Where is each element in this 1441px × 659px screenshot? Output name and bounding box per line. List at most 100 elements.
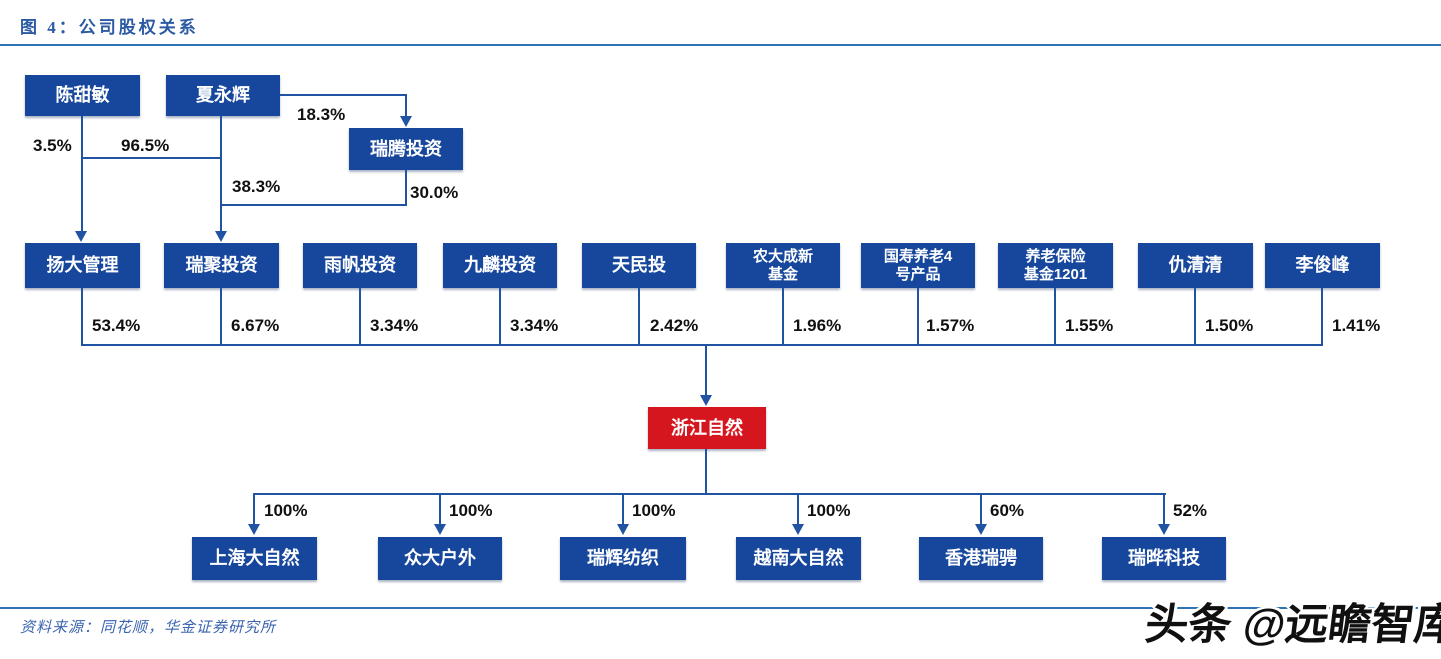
node-label: 九麟投资 xyxy=(464,255,536,276)
connector-38-3-30-0 xyxy=(220,204,407,206)
node-guoshou-pension-4: 国寿养老4 号产品 xyxy=(861,243,975,288)
node-label: 夏永辉 xyxy=(196,85,250,106)
node-zhejiang-nature: 浙江自然 xyxy=(648,407,766,449)
node-label: 养老保险 基金1201 xyxy=(1023,248,1088,283)
pct-li: 1.41% xyxy=(1332,316,1381,335)
pct-qiu: 1.50% xyxy=(1205,316,1254,335)
node-label: 浙江自然 xyxy=(671,417,743,438)
pct-zhongda: 100% xyxy=(449,501,493,520)
node-label: 陈甜敏 xyxy=(55,85,110,106)
arrowhead-into-vietnam xyxy=(792,524,804,535)
node-label: 天民投 xyxy=(612,255,666,276)
drop-pension1201 xyxy=(1054,288,1056,344)
pct-vietnam: 100% xyxy=(807,501,851,520)
node-label: 瑞辉纺织 xyxy=(587,548,659,569)
arrowhead-into-ruiju xyxy=(215,231,227,242)
drop-zhongda xyxy=(439,495,441,524)
pct-nongda: 1.96% xyxy=(793,316,842,335)
node-ruiju-investment: 瑞聚投资 xyxy=(164,243,279,288)
drop-ruiye xyxy=(1163,495,1165,524)
arrowhead-into-ruihui xyxy=(617,524,629,535)
node-label: 瑞腾投资 xyxy=(370,138,442,159)
node-xia-yonghui: 夏永辉 xyxy=(166,75,280,116)
pct-yangda: 53.4% xyxy=(92,316,141,335)
node-label: 瑞聚投资 xyxy=(185,255,258,276)
edge-pct-xia-ruiteng: 18.3% xyxy=(297,105,346,124)
connector-company-to-subs xyxy=(705,449,707,493)
drop-guoshou xyxy=(917,288,919,344)
node-label: 众大户外 xyxy=(404,548,476,569)
drop-yangda xyxy=(81,288,83,344)
source-note: 资料来源：同花顺，华金证券研究所 xyxy=(20,620,277,636)
connector-ruiteng-out xyxy=(405,170,407,206)
figure-title: 图 4：公司股权关系 xyxy=(20,18,199,37)
pct-yufan: 3.34% xyxy=(370,316,419,335)
node-label: 香港瑞骋 xyxy=(945,548,1017,569)
drop-nongda xyxy=(782,288,784,344)
watermark: 头条 @远瞻智库 xyxy=(1142,601,1441,649)
node-shanghai-danature: 上海大自然 xyxy=(192,537,317,580)
drop-ruiju xyxy=(220,288,222,344)
node-ruihui-textile: 瑞辉纺织 xyxy=(560,537,686,580)
node-label: 雨帆投资 xyxy=(324,255,396,276)
node-label: 仇清清 xyxy=(1168,255,1223,276)
node-hongkong-ruicheng: 香港瑞骋 xyxy=(919,537,1043,580)
title-rule xyxy=(0,44,1441,46)
node-chen-tianmin: 陈甜敏 xyxy=(25,75,140,116)
drop-jiulin xyxy=(499,288,501,344)
connector-96-5 xyxy=(81,157,222,159)
node-label: 扬大管理 xyxy=(46,255,119,276)
arrowhead-into-ruiye xyxy=(1158,524,1170,535)
node-label: 上海大自然 xyxy=(209,548,300,569)
drop-qiu xyxy=(1194,288,1196,344)
pct-shanghai: 100% xyxy=(264,501,308,520)
node-jiulin-investment: 九麟投资 xyxy=(443,243,557,288)
pct-ruiye: 52% xyxy=(1173,501,1208,520)
node-qiu-qingqing: 仇清清 xyxy=(1138,243,1253,288)
node-ruiye-technology: 瑞晔科技 xyxy=(1102,537,1226,580)
arrowhead-into-ruiteng xyxy=(400,116,412,127)
node-yangda-management: 扬大管理 xyxy=(25,243,140,288)
pct-hongkong: 60% xyxy=(990,501,1025,520)
drop-ruihui xyxy=(622,495,624,524)
drop-tianmintou xyxy=(638,288,640,344)
drop-li xyxy=(1321,288,1323,344)
node-pension-fund-1201: 养老保险 基金1201 xyxy=(998,243,1113,288)
node-vietnam-danature: 越南大自然 xyxy=(736,537,861,580)
node-label: 农大成新 基金 xyxy=(752,248,813,283)
node-ruiteng-investment: 瑞腾投资 xyxy=(349,128,463,170)
node-zhongda-outdoor: 众大户外 xyxy=(378,537,502,580)
edge-pct-xia-yangda: 96.5% xyxy=(121,136,170,155)
pct-jiulin: 3.34% xyxy=(510,316,559,335)
drop-yufan xyxy=(359,288,361,344)
connector-ruiteng-in xyxy=(405,94,407,116)
footer-rule xyxy=(0,607,1441,609)
arrowhead-into-shanghai xyxy=(248,524,260,535)
node-nongda-chengxin-fund: 农大成新 基金 xyxy=(726,243,840,288)
node-label: 越南大自然 xyxy=(753,548,844,569)
node-label: 李俊峰 xyxy=(1295,255,1350,276)
pct-pension1201: 1.55% xyxy=(1065,316,1114,335)
edge-pct-chen-yangda: 3.5% xyxy=(33,136,72,155)
node-label: 国寿养老4 号产品 xyxy=(883,248,953,283)
edge-pct-ruiteng-ruiju: 30.0% xyxy=(410,183,459,202)
drop-vietnam xyxy=(797,495,799,524)
arrowhead-into-zhongda xyxy=(434,524,446,535)
drop-hongkong xyxy=(980,495,982,524)
edge-pct-xia-ruiju: 38.3% xyxy=(232,177,281,196)
pct-tianmintou: 2.42% xyxy=(650,316,699,335)
node-label: 瑞晔科技 xyxy=(1128,548,1200,569)
connector-xia-to-ruiteng xyxy=(280,94,407,96)
arrowhead-into-hongkong xyxy=(975,524,987,535)
drop-shanghai xyxy=(253,495,255,524)
pct-ruiju: 6.67% xyxy=(231,316,280,335)
arrowhead-into-yangda xyxy=(75,231,87,242)
node-yufan-investment: 雨帆投资 xyxy=(303,243,417,288)
node-tianmintou: 天民投 xyxy=(582,243,696,288)
shareholder-bus-line xyxy=(81,344,1323,346)
pct-guoshou: 1.57% xyxy=(926,316,975,335)
connector-chen-down xyxy=(81,116,83,232)
connector-bus-to-company xyxy=(705,346,707,395)
node-li-junfeng: 李俊峰 xyxy=(1265,243,1380,288)
